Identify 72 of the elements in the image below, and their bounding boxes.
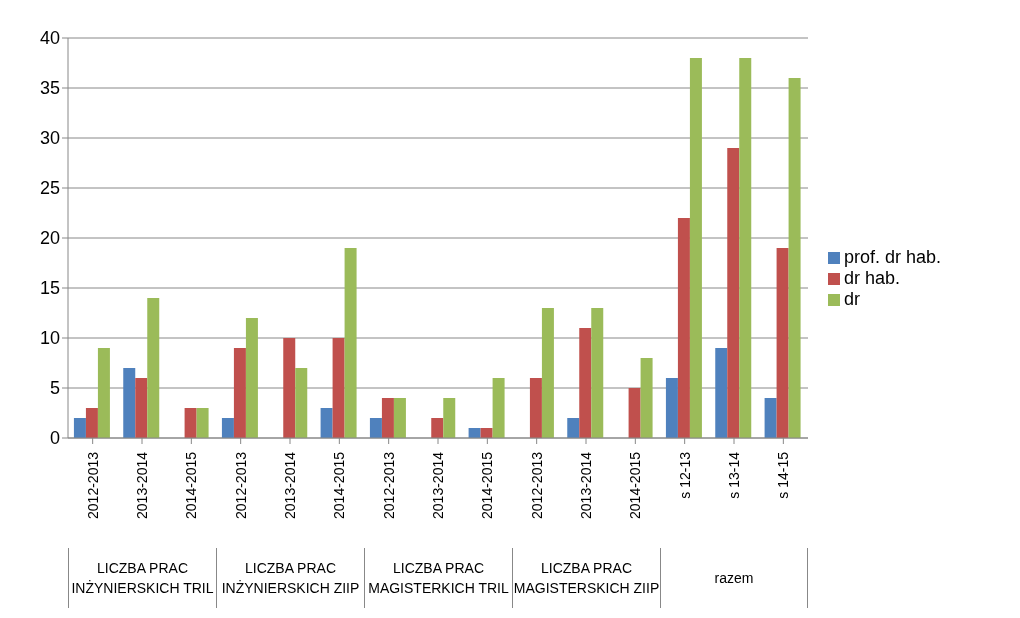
bar bbox=[295, 368, 308, 438]
y-tick-label: 0 bbox=[49, 428, 60, 449]
legend-label: prof. dr hab. bbox=[844, 246, 942, 267]
x-tick-label: 2012-2013 bbox=[84, 451, 101, 519]
bar bbox=[715, 348, 728, 438]
bar bbox=[727, 148, 740, 438]
bar bbox=[221, 418, 234, 438]
bar bbox=[245, 318, 258, 438]
bar bbox=[640, 358, 653, 438]
text: razem bbox=[714, 569, 754, 588]
x-tick-label: 2012-2013 bbox=[528, 451, 545, 519]
bar bbox=[665, 378, 678, 438]
bar bbox=[431, 418, 444, 438]
bar bbox=[739, 58, 752, 438]
x-tick-label: 2012-2013 bbox=[232, 451, 249, 519]
bar bbox=[468, 428, 481, 438]
bar bbox=[135, 378, 148, 438]
legend-label: dr bbox=[844, 288, 861, 309]
bar bbox=[628, 388, 641, 438]
text: LICZBA PRAC MAGISTERSKICH ZIIP bbox=[513, 559, 660, 598]
x-tick-label: 2013-2014 bbox=[134, 451, 150, 519]
y-tick-label: 25 bbox=[39, 178, 60, 199]
y-tick-label: 30 bbox=[39, 128, 60, 149]
y-tick-label: 10 bbox=[39, 328, 60, 349]
y-tick-label: 20 bbox=[39, 228, 60, 249]
text: LICZBA PRAC MAGISTERKICH TRIL bbox=[367, 559, 510, 598]
bar bbox=[320, 408, 333, 438]
bar bbox=[381, 398, 394, 438]
x-tick-label: 2012-2013 bbox=[380, 451, 397, 519]
y-tick-label: 5 bbox=[49, 378, 60, 399]
x-tick-label: 2013-2014 bbox=[578, 451, 594, 519]
text: LICZBA PRAC INŻYNIERSKICH ZIIP bbox=[220, 559, 361, 598]
bar bbox=[689, 58, 702, 438]
bar bbox=[579, 328, 592, 438]
bar bbox=[529, 378, 542, 438]
x-tick-label: 2014-2015 bbox=[627, 451, 644, 519]
y-tick-label: 35 bbox=[39, 78, 60, 99]
x-tick-label: s 14-15 bbox=[775, 451, 792, 499]
bar bbox=[776, 248, 789, 438]
text: LICZBA PRAC INŻYNIERSKICH TRIL bbox=[70, 559, 215, 598]
bar bbox=[369, 418, 382, 438]
bar bbox=[147, 298, 160, 438]
bar bbox=[233, 348, 246, 438]
bar bbox=[443, 398, 456, 438]
x-tick-label: s 13-14 bbox=[726, 451, 742, 499]
bar bbox=[591, 308, 604, 438]
bar bbox=[677, 218, 690, 438]
bar bbox=[764, 398, 777, 438]
bar bbox=[85, 408, 98, 438]
y-tick-label: 15 bbox=[39, 278, 60, 299]
legend-label: dr hab. bbox=[844, 267, 901, 288]
bar bbox=[97, 348, 110, 438]
bar bbox=[393, 398, 406, 438]
bar bbox=[567, 418, 580, 438]
bar bbox=[492, 378, 505, 438]
x-tick-label: 2013-2014 bbox=[430, 451, 446, 519]
bar bbox=[123, 368, 136, 438]
bar bbox=[541, 308, 554, 438]
x-tick-label: s 12-13 bbox=[676, 451, 693, 499]
x-tick-label: 2014-2015 bbox=[331, 451, 348, 519]
bar bbox=[283, 338, 296, 438]
bar bbox=[344, 248, 357, 438]
x-tick-label: 2013-2014 bbox=[282, 451, 298, 519]
bar bbox=[480, 428, 493, 438]
x-tick-label: 2014-2015 bbox=[479, 451, 496, 519]
bar bbox=[184, 408, 197, 438]
bar bbox=[788, 78, 801, 438]
y-tick-label: 40 bbox=[39, 28, 60, 49]
bar bbox=[196, 408, 209, 438]
x-tick-label: 2014-2015 bbox=[183, 451, 200, 519]
bar bbox=[332, 338, 345, 438]
bar bbox=[73, 418, 86, 438]
